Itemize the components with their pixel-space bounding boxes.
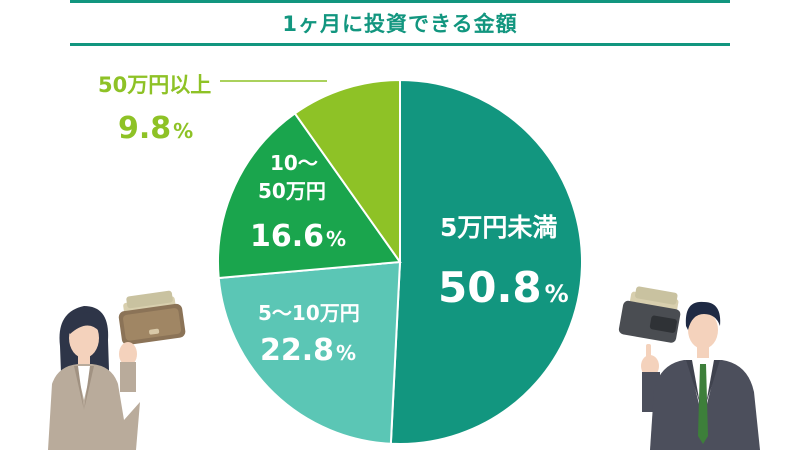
slice-labels: 5万円未満 50.8% 5〜10万円 22.8% 10〜 50万円 16.6% … — [98, 73, 569, 368]
pie-slices — [217, 78, 583, 445]
slice-label-over-50man: 50万円以上 — [98, 73, 211, 97]
slice-over-50man — [293, 78, 401, 266]
man-illustration — [618, 286, 760, 450]
slice-label-5-10man: 5〜10万円 — [258, 301, 360, 325]
slice-value-5-10man: 22.8% — [260, 333, 356, 368]
woman-illustration — [48, 290, 186, 450]
slice-under-5man — [389, 78, 583, 445]
slice-label-under-5man: 5万円未満 — [440, 213, 557, 242]
slice-label-10-50man-line2: 50万円 — [258, 179, 326, 203]
slice-value-10-50man: 16.6% — [250, 219, 346, 254]
title-bar: 1ヶ月に投資できる金額 — [70, 0, 730, 46]
slice-5-10man — [217, 260, 402, 445]
slice-10-50man — [217, 112, 402, 280]
slice-value-under-5man: 50.8% — [438, 263, 569, 312]
slice-value-over-50man: 9.8% — [118, 111, 193, 146]
slice-label-10-50man-line1: 10〜 — [270, 151, 318, 175]
chart-title: 1ヶ月に投資できる金額 — [282, 12, 518, 36]
